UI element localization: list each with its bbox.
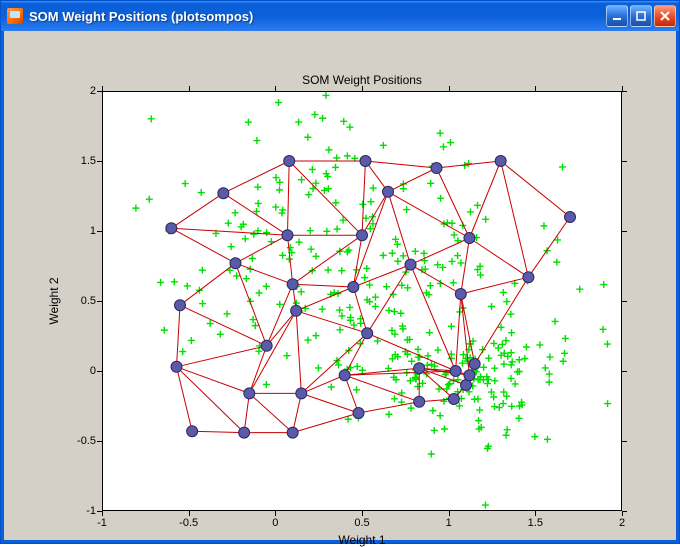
x-tick-label: 1 bbox=[446, 517, 452, 529]
x-tick-label: 0 bbox=[272, 517, 278, 529]
y-tick bbox=[97, 371, 102, 372]
y-tick bbox=[622, 301, 627, 302]
x-tick bbox=[275, 511, 276, 516]
y-tick bbox=[622, 441, 627, 442]
x-tick bbox=[449, 511, 450, 516]
y-tick-label: -1 bbox=[70, 505, 96, 517]
y-axis-label: Weight 2 bbox=[47, 277, 61, 324]
x-tick-label: 1.5 bbox=[528, 517, 543, 529]
x-tick bbox=[102, 511, 103, 516]
figure-canvas: SOM Weight PositionsWeight 1Weight 2-1-0… bbox=[14, 41, 666, 530]
x-axis-label: Weight 1 bbox=[338, 533, 385, 547]
y-tick bbox=[97, 231, 102, 232]
y-tick bbox=[622, 231, 627, 232]
window-frame: SOM Weight Positions (plotsompos) SOM We… bbox=[0, 0, 680, 544]
y-tick bbox=[97, 301, 102, 302]
y-tick bbox=[97, 511, 102, 512]
window-title: SOM Weight Positions (plotsompos) bbox=[29, 9, 253, 24]
y-tick-label: 0 bbox=[70, 365, 96, 377]
x-tick-label: 0.5 bbox=[354, 517, 369, 529]
x-tick bbox=[102, 86, 103, 91]
y-tick-label: 0.5 bbox=[70, 295, 96, 307]
x-tick bbox=[449, 86, 450, 91]
titlebar[interactable]: SOM Weight Positions (plotsompos) bbox=[1, 1, 679, 31]
maximize-button[interactable] bbox=[630, 5, 652, 27]
minimize-button[interactable] bbox=[606, 5, 628, 27]
y-tick bbox=[622, 91, 627, 92]
y-tick bbox=[622, 161, 627, 162]
close-button[interactable] bbox=[654, 5, 676, 27]
y-tick bbox=[622, 371, 627, 372]
x-tick bbox=[189, 86, 190, 91]
y-tick bbox=[97, 91, 102, 92]
y-tick bbox=[97, 441, 102, 442]
x-tick-label: 2 bbox=[619, 517, 625, 529]
axes-box bbox=[102, 91, 622, 511]
x-tick bbox=[189, 511, 190, 516]
client-area: SOM Weight PositionsWeight 1Weight 2-1-0… bbox=[1, 31, 679, 543]
chart-title: SOM Weight Positions bbox=[302, 73, 422, 87]
x-tick-label: -0.5 bbox=[179, 517, 198, 529]
matlab-icon bbox=[7, 8, 23, 24]
x-tick bbox=[362, 511, 363, 516]
x-tick-label: -1 bbox=[97, 517, 107, 529]
y-tick-label: -0.5 bbox=[70, 435, 96, 447]
y-tick-label: 2 bbox=[70, 85, 96, 97]
y-tick-label: 1.5 bbox=[70, 155, 96, 167]
y-tick-label: 1 bbox=[70, 225, 96, 237]
x-tick bbox=[275, 86, 276, 91]
y-tick bbox=[622, 511, 627, 512]
x-tick bbox=[362, 86, 363, 91]
y-tick bbox=[97, 161, 102, 162]
x-tick bbox=[535, 86, 536, 91]
x-tick bbox=[535, 511, 536, 516]
